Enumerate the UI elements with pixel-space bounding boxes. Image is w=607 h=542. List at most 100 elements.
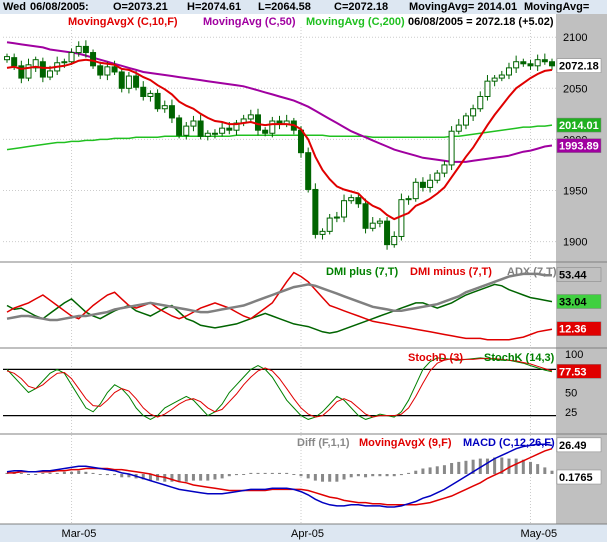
diff-bar	[349, 474, 353, 478]
diff-bar	[407, 472, 411, 474]
diff-bar	[234, 474, 238, 476]
diff-bar	[292, 474, 296, 475]
candle-body	[384, 220, 391, 246]
dmi-series-line	[6, 283, 553, 334]
diff-bar	[442, 465, 446, 474]
diff-bar	[156, 474, 160, 481]
candle-body	[484, 80, 491, 97]
ema10-line	[6, 58, 553, 221]
dmi-value-label-bg	[556, 267, 602, 282]
candle-body	[326, 217, 333, 232]
diff-bar	[263, 472, 267, 474]
candle-body	[298, 129, 305, 154]
candle-body	[398, 199, 405, 237]
diff-bar	[91, 472, 95, 474]
y-tick-label: 1950	[563, 185, 587, 197]
stoch-tick-label: 100	[565, 349, 583, 361]
diff-bar	[421, 468, 425, 474]
quote-close: C=2072.18	[334, 1, 389, 13]
ma200-line	[6, 124, 553, 151]
diff-bar	[485, 458, 489, 474]
candle-body	[4, 56, 10, 61]
diff-bar	[342, 474, 346, 480]
last-value-label-bg	[556, 58, 602, 73]
candle-body	[168, 105, 175, 119]
quote-date: 06/08/2005:	[30, 1, 89, 13]
dmi-legend-entry: ADX (7,T)	[507, 266, 557, 278]
diff-value-label: 0.1765	[559, 472, 593, 484]
date-axis-strip	[0, 524, 607, 542]
diff-bar	[27, 474, 31, 475]
diff-bar	[550, 470, 554, 474]
stoch-legend-entry: StochD (3)	[408, 352, 463, 364]
diff-bar	[428, 467, 432, 474]
quote-day: Wed	[3, 1, 27, 13]
diff-bar	[392, 474, 396, 477]
diff-bar	[321, 474, 325, 482]
candle-body	[111, 66, 118, 73]
candle-body	[32, 59, 39, 69]
candle-body	[211, 132, 218, 135]
diff-bar	[141, 474, 145, 480]
candle-body	[391, 235, 398, 246]
candle-body	[140, 86, 147, 97]
candle-body	[405, 198, 412, 201]
diff-bar	[120, 474, 124, 478]
candle-body	[90, 52, 97, 67]
candle-body	[133, 75, 140, 88]
diff-bar	[313, 474, 317, 481]
diff-bar	[500, 457, 504, 474]
diff-bar	[127, 474, 131, 478]
diff-bar	[299, 474, 303, 477]
diff-bar	[270, 472, 274, 474]
macd-value-label-bg	[556, 437, 602, 453]
diff-bar	[242, 474, 246, 475]
legend-entry: MovingAvg (C,200)	[306, 16, 405, 28]
candle-body	[534, 59, 541, 67]
diff-bar	[34, 474, 38, 475]
diff-bar	[536, 464, 540, 474]
diff-bar	[84, 471, 88, 474]
quote-high: H=2074.61	[187, 1, 242, 13]
candle-body	[549, 61, 555, 67]
legend-entry: MovingAvg (C,50)	[203, 16, 296, 28]
diff-bar	[364, 474, 368, 478]
diff-bar	[435, 466, 439, 474]
diff-bar	[399, 474, 403, 476]
macd-signal-line	[7, 447, 553, 506]
stochk-line	[6, 357, 553, 420]
candle-body	[448, 130, 455, 166]
candle-body	[470, 108, 477, 117]
candle-body	[376, 220, 383, 224]
diff-bar	[514, 458, 518, 474]
candle-body	[154, 92, 161, 110]
diff-bar	[199, 474, 203, 481]
diff-bar	[457, 461, 461, 474]
macd-line	[6, 443, 553, 508]
candle-body	[11, 57, 18, 67]
candle-body	[104, 66, 111, 76]
quote-open: O=2073.21	[113, 1, 168, 13]
candle-body	[226, 127, 233, 131]
candle-body	[477, 95, 484, 110]
candle-body	[491, 77, 498, 82]
diff-bar	[62, 471, 66, 474]
dmi-value-label-bg	[556, 294, 602, 309]
candle-body	[348, 197, 355, 202]
candle-body	[269, 120, 276, 134]
diff-bar	[414, 470, 418, 474]
candle-body	[513, 61, 520, 69]
candle-body	[434, 172, 441, 181]
diff-bar	[41, 472, 45, 474]
y-tick-label: 2100	[563, 32, 587, 44]
candle-body	[176, 117, 183, 136]
diff-bar	[464, 460, 468, 474]
macd-legend-entry: MACD (C,12,26,F)	[463, 437, 555, 449]
last-value-label-bg	[556, 138, 602, 153]
diff-bar	[98, 474, 102, 475]
candle-body	[197, 120, 204, 137]
candle-body	[305, 152, 312, 190]
diff-bar	[356, 474, 360, 477]
candle-body	[247, 114, 254, 120]
